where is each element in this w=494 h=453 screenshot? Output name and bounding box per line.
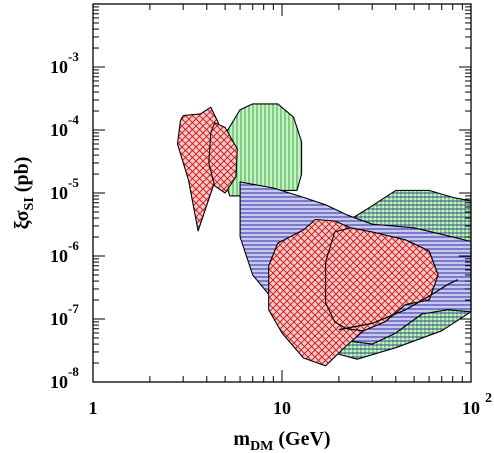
y-tick-exponent-2: -6: [68, 238, 79, 253]
y-tick-exponent-0: -8: [68, 364, 79, 379]
x-tick-exponent-2: 2: [485, 391, 492, 406]
y-axis-label: ξσSI (pb): [11, 157, 37, 230]
x-axis-label: mDM (GeV): [233, 428, 330, 453]
region-vertical-0: [221, 103, 303, 197]
region-crosshatch-4: [208, 122, 238, 194]
y-axis-ticks: 10-810-710-610-510-410-3: [50, 49, 79, 392]
y-tick-label-5: 10: [50, 57, 68, 77]
x-tick-label-1: 10: [273, 398, 291, 418]
y-tick-label-0: 10: [50, 372, 68, 392]
axes: [92, 3, 472, 383]
y-tick-exponent-5: -3: [68, 49, 79, 64]
x-tick-label-2: 10: [462, 398, 480, 418]
x-tick-label-0: 1: [89, 398, 98, 418]
contour-regions: [176, 103, 472, 367]
y-tick-label-1: 10: [50, 309, 68, 329]
y-tick-exponent-4: -4: [68, 112, 79, 127]
y-tick-exponent-1: -7: [68, 301, 79, 316]
x-axis-ticks: 1 10 10 2: [89, 391, 493, 418]
y-tick-label-3: 10: [50, 183, 68, 203]
y-tick-exponent-3: -5: [68, 175, 79, 190]
y-tick-label-2: 10: [50, 246, 68, 266]
contour-line-7: [338, 279, 458, 331]
y-tick-label-4: 10: [50, 120, 68, 140]
region-crosshatch-6: [325, 227, 439, 332]
